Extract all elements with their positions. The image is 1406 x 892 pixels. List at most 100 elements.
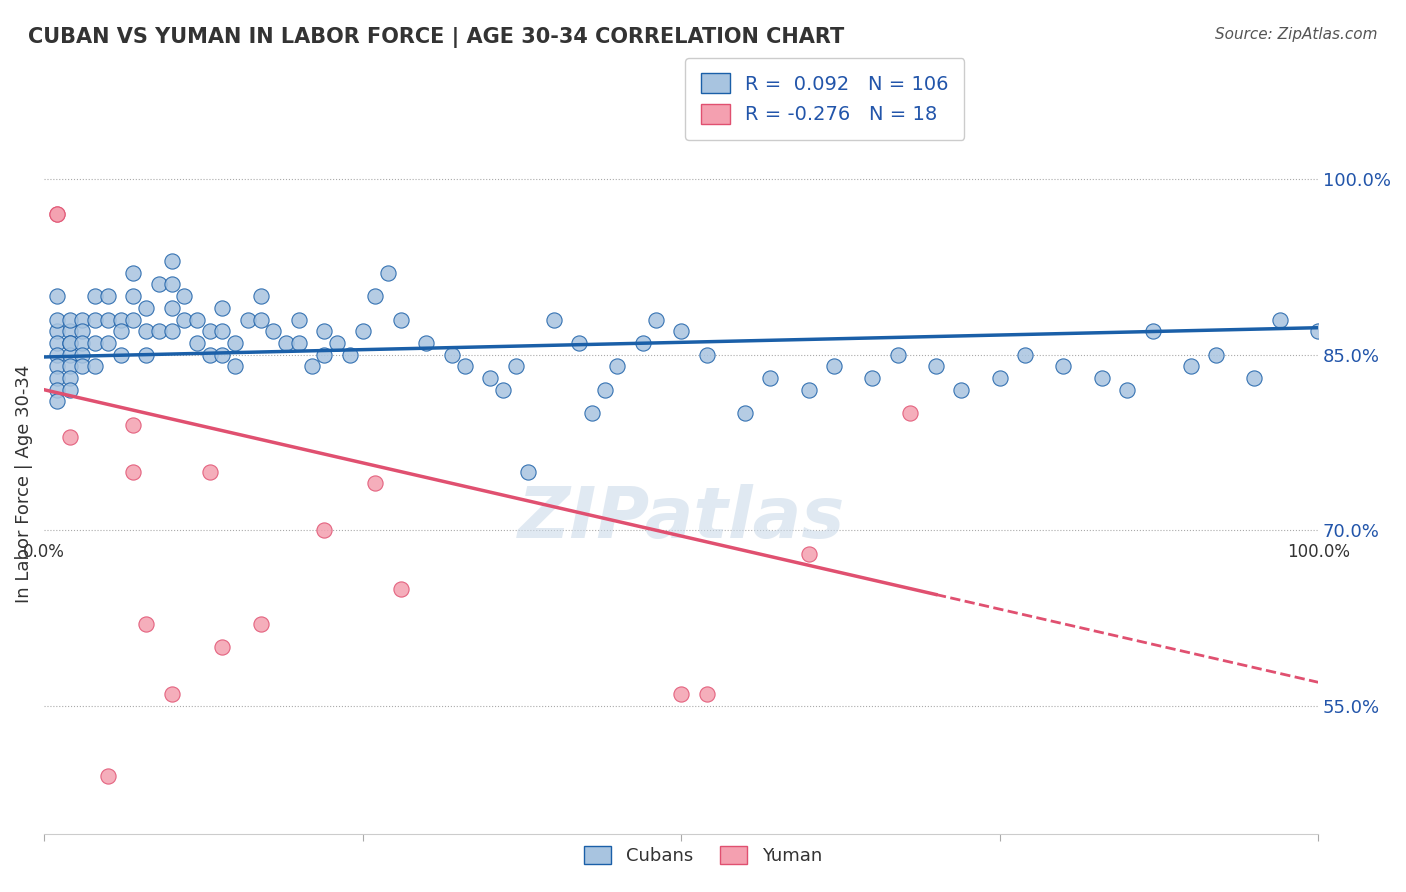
Point xyxy=(314,523,336,537)
Point xyxy=(45,324,67,338)
Point xyxy=(110,312,132,326)
Legend: R =  0.092   N = 106, R = -0.276   N = 18: R = 0.092 N = 106, R = -0.276 N = 18 xyxy=(685,58,965,140)
Point xyxy=(314,324,336,338)
Point xyxy=(224,359,246,374)
Point xyxy=(135,348,157,362)
Point xyxy=(58,359,80,374)
Point xyxy=(160,324,183,338)
Point xyxy=(58,371,80,385)
Point xyxy=(84,312,107,326)
Point xyxy=(568,335,591,350)
Point xyxy=(543,312,565,326)
Point xyxy=(734,406,756,420)
Point xyxy=(97,769,120,783)
Point xyxy=(517,465,540,479)
Point xyxy=(84,335,107,350)
Point xyxy=(696,687,718,701)
Point xyxy=(249,289,271,303)
Point xyxy=(58,348,80,362)
Point xyxy=(110,324,132,338)
Point xyxy=(186,312,208,326)
Point xyxy=(84,289,107,303)
Point xyxy=(58,335,80,350)
Point xyxy=(288,335,311,350)
Point xyxy=(415,335,437,350)
Point xyxy=(135,616,157,631)
Point xyxy=(173,312,195,326)
Point xyxy=(160,301,183,315)
Text: ZIPatlas: ZIPatlas xyxy=(517,484,845,553)
Point xyxy=(262,324,284,338)
Point xyxy=(148,277,170,292)
Point xyxy=(759,371,782,385)
Point xyxy=(860,371,883,385)
Point xyxy=(45,335,67,350)
Point xyxy=(211,348,233,362)
Point xyxy=(72,348,94,362)
Point xyxy=(505,359,527,374)
Point xyxy=(925,359,948,374)
Point xyxy=(886,348,908,362)
Point xyxy=(211,301,233,315)
Point xyxy=(72,324,94,338)
Point xyxy=(1090,371,1112,385)
Point xyxy=(72,359,94,374)
Point xyxy=(84,359,107,374)
Point xyxy=(389,582,412,596)
Point xyxy=(160,277,183,292)
Point xyxy=(72,335,94,350)
Point xyxy=(58,335,80,350)
Text: Source: ZipAtlas.com: Source: ZipAtlas.com xyxy=(1215,27,1378,42)
Point xyxy=(45,348,67,362)
Point xyxy=(1205,348,1227,362)
Point xyxy=(160,687,183,701)
Point xyxy=(440,348,463,362)
Point xyxy=(45,359,67,374)
Point xyxy=(1014,348,1036,362)
Point xyxy=(606,359,628,374)
Point xyxy=(377,266,399,280)
Point xyxy=(988,371,1011,385)
Point xyxy=(148,324,170,338)
Point xyxy=(276,335,298,350)
Point xyxy=(1116,383,1139,397)
Point xyxy=(1308,324,1330,338)
Point xyxy=(211,640,233,655)
Point xyxy=(122,312,145,326)
Point xyxy=(45,312,67,326)
Point xyxy=(453,359,475,374)
Point xyxy=(797,383,820,397)
Point xyxy=(45,371,67,385)
Point xyxy=(45,394,67,409)
Point xyxy=(1243,371,1265,385)
Point xyxy=(45,289,67,303)
Point xyxy=(696,348,718,362)
Point xyxy=(249,312,271,326)
Point xyxy=(45,207,67,221)
Point xyxy=(249,616,271,631)
Point xyxy=(160,254,183,268)
Text: 0.0%: 0.0% xyxy=(22,543,65,561)
Point xyxy=(186,335,208,350)
Point xyxy=(58,383,80,397)
Point xyxy=(211,324,233,338)
Point xyxy=(797,547,820,561)
Point xyxy=(644,312,666,326)
Point xyxy=(669,324,692,338)
Text: CUBAN VS YUMAN IN LABOR FORCE | AGE 30-34 CORRELATION CHART: CUBAN VS YUMAN IN LABOR FORCE | AGE 30-3… xyxy=(28,27,845,48)
Point xyxy=(1180,359,1202,374)
Point xyxy=(288,312,311,326)
Point xyxy=(97,289,120,303)
Point xyxy=(58,312,80,326)
Point xyxy=(669,687,692,701)
Point xyxy=(593,383,616,397)
Point xyxy=(122,266,145,280)
Point xyxy=(58,429,80,443)
Point xyxy=(198,465,221,479)
Point xyxy=(58,324,80,338)
Point xyxy=(301,359,323,374)
Point xyxy=(45,207,67,221)
Point xyxy=(823,359,845,374)
Point xyxy=(135,324,157,338)
Point xyxy=(492,383,515,397)
